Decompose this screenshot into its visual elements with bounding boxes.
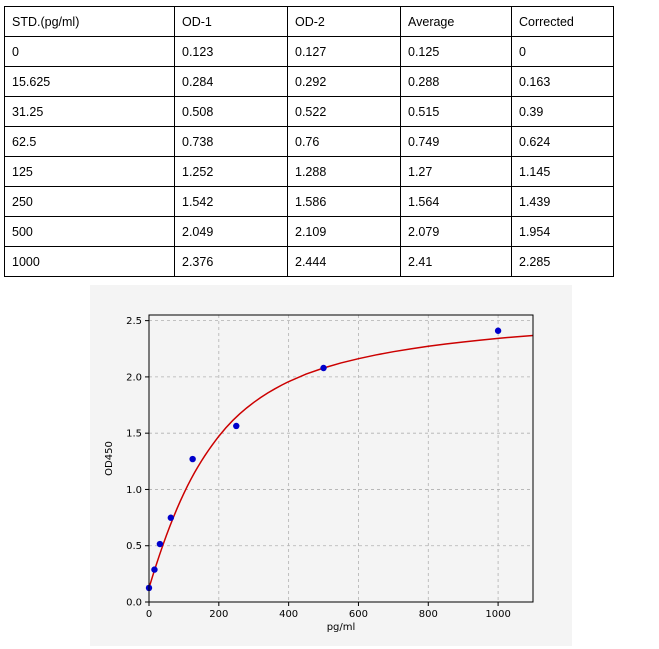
cell-std: 0 (4, 36, 175, 67)
axes: 0 200 400 600 800 1000 0.0 0.5 1.0 1.5 2.0 2.5 (126, 316, 511, 620)
x-axis-label: pg/ml (327, 622, 356, 633)
table-row: 1000 2.376 2.444 2.41 2.285 (4, 246, 614, 277)
y-axis-label: OD450 (104, 441, 115, 476)
cell-corrected: 1.954 (511, 216, 614, 247)
y-tick-label: 0.5 (126, 541, 142, 552)
standard-curve-chart: 0 200 400 600 800 1000 0.0 0.5 1.0 1.5 2.0 2.5 pg/m… (104, 314, 534, 633)
data-point (233, 422, 240, 430)
cell-od1: 2.376 (174, 246, 288, 277)
cell-od2: 2.444 (287, 246, 401, 277)
fit-curve-layer (148, 334, 534, 589)
data-point (189, 455, 196, 463)
header-od1: OD-1 (174, 6, 288, 37)
plot-frame (148, 314, 534, 603)
cell-od2: 0.292 (287, 66, 401, 97)
x-tick-label: 200 (209, 609, 228, 620)
cell-std: 31.25 (4, 96, 175, 127)
y-tick-label: 1.5 (126, 429, 142, 440)
data-point (151, 566, 158, 573)
y-tick-label: 2.5 (126, 316, 142, 327)
data-point (494, 327, 502, 334)
table-row: 15.625 0.284 0.292 0.288 0.163 (4, 66, 614, 97)
cell-corrected: 0.624 (511, 126, 614, 157)
x-tick-label: 0 (146, 609, 152, 620)
y-tick-label: 1.0 (126, 485, 142, 496)
table-row: 31.25 0.508 0.522 0.515 0.39 (4, 96, 614, 127)
cell-od1: 2.049 (174, 216, 288, 247)
cell-average: 0.125 (400, 36, 512, 67)
y-tick-label: 0.0 (126, 598, 142, 609)
table-row: 250 1.542 1.586 1.564 1.439 (4, 186, 614, 217)
cell-std: 1000 (4, 246, 175, 277)
x-tick-label: 1000 (485, 609, 510, 620)
cell-corrected: 1.439 (511, 186, 614, 217)
table-header-row: STD.(pg/ml) OD-1 OD-2 Average Corrected (4, 6, 614, 37)
cell-average: 2.41 (400, 246, 512, 277)
cell-std: 15.625 (4, 66, 175, 97)
data-point (167, 514, 175, 521)
x-tick-label: 400 (279, 609, 298, 620)
cell-std: 250 (4, 186, 175, 217)
cell-average: 0.515 (400, 96, 512, 127)
data-point (320, 364, 327, 372)
cell-od1: 1.252 (174, 156, 288, 187)
cell-od2: 1.586 (287, 186, 401, 217)
plot-panel: 0 200 400 600 800 1000 0.0 0.5 1.0 1.5 2.0 2.5 pg/m… (90, 285, 572, 646)
data-point (156, 540, 164, 548)
y-tick-label: 2.0 (126, 372, 142, 383)
cell-corrected: 0.163 (511, 66, 614, 97)
grid (148, 315, 533, 603)
cell-od1: 1.542 (174, 186, 288, 217)
cell-od2: 0.76 (287, 126, 401, 157)
x-tick-label: 600 (349, 609, 368, 620)
cell-od2: 2.109 (287, 216, 401, 247)
cell-od1: 0.284 (174, 66, 288, 97)
fit-curve (148, 334, 534, 589)
cell-std: 125 (4, 156, 175, 187)
cell-od1: 0.738 (174, 126, 288, 157)
table-row: 62.5 0.738 0.76 0.749 0.624 (4, 126, 614, 157)
cell-average: 1.27 (400, 156, 512, 187)
cell-corrected: 1.145 (511, 156, 614, 187)
data-points-layer (145, 327, 502, 592)
header-corrected: Corrected (511, 6, 614, 37)
cell-std: 500 (4, 216, 175, 247)
cell-average: 2.079 (400, 216, 512, 247)
cell-corrected: 2.285 (511, 246, 614, 277)
cell-average: 0.749 (400, 126, 512, 157)
cell-average: 1.564 (400, 186, 512, 217)
cell-std: 62.5 (4, 126, 175, 157)
header-std: STD.(pg/ml) (4, 6, 175, 37)
cell-od1: 0.508 (174, 96, 288, 127)
table-row: 125 1.252 1.288 1.27 1.145 (4, 156, 614, 187)
cell-od2: 1.288 (287, 156, 401, 187)
cell-od1: 0.123 (174, 36, 288, 67)
header-od2: OD-2 (287, 6, 401, 37)
cell-od2: 0.127 (287, 36, 401, 67)
x-tick-label: 800 (419, 609, 438, 620)
table-row: 0 0.123 0.127 0.125 0 (4, 36, 614, 67)
standard-curve-table: STD.(pg/ml) OD-1 OD-2 Average Corrected … (4, 6, 614, 277)
cell-od2: 0.522 (287, 96, 401, 127)
cell-average: 0.288 (400, 66, 512, 97)
cell-corrected: 0 (511, 36, 614, 67)
header-average: Average (400, 6, 512, 37)
table-row: 500 2.049 2.109 2.079 1.954 (4, 216, 614, 247)
cell-corrected: 0.39 (511, 96, 614, 127)
